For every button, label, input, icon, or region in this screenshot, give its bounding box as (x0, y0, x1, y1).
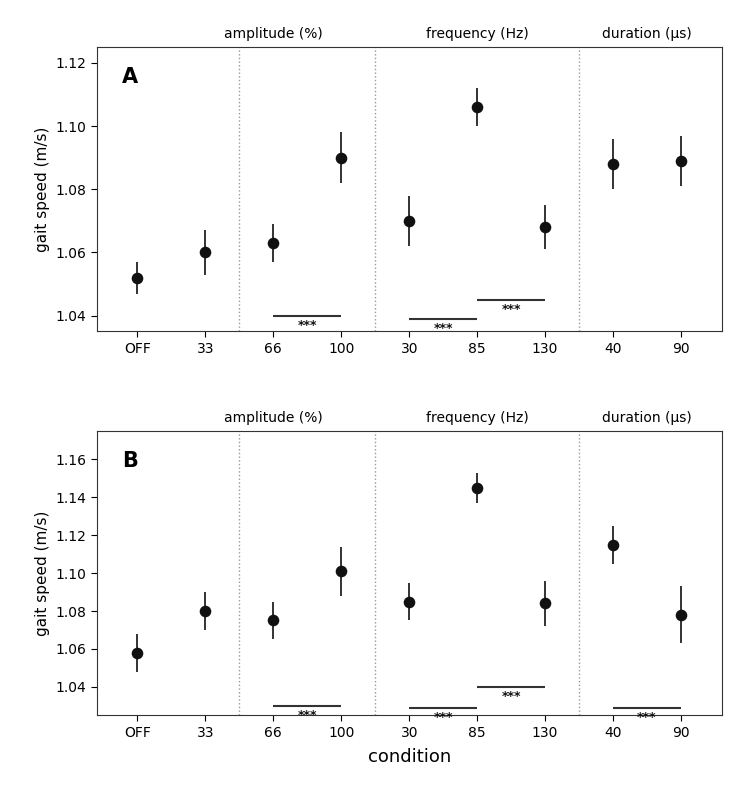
Text: duration (µs): duration (µs) (602, 411, 692, 425)
Point (132, 271, 144, 284)
Text: amplitude (%): amplitude (%) (224, 411, 323, 425)
Point (675, 608, 687, 621)
Point (199, 246, 211, 259)
Text: duration (µs): duration (µs) (602, 28, 692, 42)
Text: frequency (Hz): frequency (Hz) (426, 411, 528, 425)
Text: ***: *** (501, 690, 521, 703)
Text: ***: *** (434, 322, 453, 336)
Point (267, 614, 279, 626)
Text: ***: *** (637, 711, 657, 724)
Text: ***: *** (501, 303, 521, 316)
Text: A: A (122, 67, 138, 87)
Point (539, 597, 551, 610)
Point (132, 646, 144, 659)
Point (471, 482, 483, 494)
Text: ***: *** (298, 709, 317, 722)
Point (607, 158, 619, 171)
Point (675, 155, 687, 167)
Point (199, 604, 211, 617)
Text: ***: *** (298, 319, 317, 332)
Point (336, 565, 347, 578)
Y-axis label: gait speed (m/s): gait speed (m/s) (35, 127, 50, 252)
Point (607, 538, 619, 551)
Point (539, 221, 551, 233)
Point (403, 595, 415, 608)
Text: amplitude (%): amplitude (%) (224, 28, 323, 42)
X-axis label: condition: condition (368, 748, 451, 766)
Text: ***: *** (434, 711, 453, 724)
Y-axis label: gait speed (m/s): gait speed (m/s) (35, 510, 50, 636)
Point (267, 237, 279, 249)
Text: B: B (122, 451, 138, 471)
Text: frequency (Hz): frequency (Hz) (426, 28, 528, 42)
Point (403, 215, 415, 227)
Point (471, 101, 483, 113)
Point (336, 152, 347, 164)
